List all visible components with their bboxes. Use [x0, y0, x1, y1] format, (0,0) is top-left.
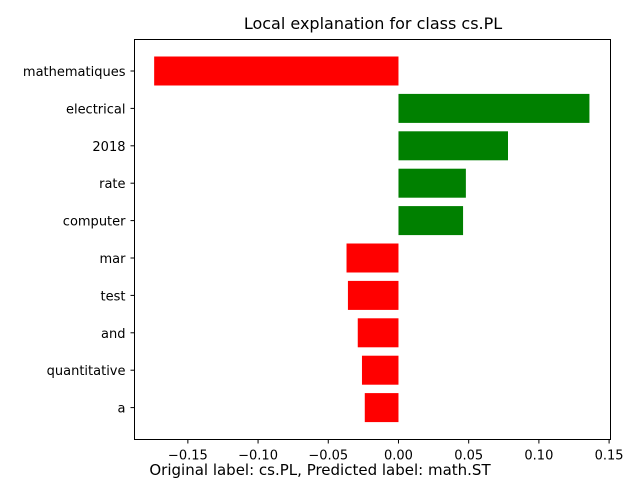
- y-tick-label: computer: [63, 215, 126, 230]
- bar-electrical: [398, 93, 590, 123]
- bar-rate: [398, 168, 466, 198]
- caption: Original label: cs.PL, Predicted label: …: [149, 461, 491, 479]
- y-tick-label: rate: [99, 177, 125, 192]
- x-tick-label: 0.00: [384, 449, 413, 464]
- y-tick-label: electrical: [66, 102, 126, 117]
- y-axis-ticks: mathematiques electrical 2018 rate computer m…: [23, 65, 135, 417]
- x-tick-label: 0.10: [524, 449, 553, 464]
- bar-2018: [398, 131, 508, 161]
- y-tick-label: mar: [100, 252, 127, 267]
- y-tick-label: a: [118, 402, 126, 417]
- x-tick-label: −0.10: [238, 449, 278, 464]
- x-tick-label: −0.05: [308, 449, 348, 464]
- bar-mar: [346, 243, 399, 273]
- y-tick-label: 2018: [92, 140, 125, 155]
- x-tick-label: 0.15: [595, 449, 624, 464]
- chart-title: Local explanation for class cs.PL: [244, 14, 502, 33]
- x-axis-ticks: −0.15 −0.10 −0.05 0.00 0.05 0.10 0.15: [168, 439, 624, 464]
- bar-mathematiques: [154, 56, 399, 86]
- bars-group: [154, 56, 590, 423]
- y-tick-label: quantitative: [47, 364, 126, 379]
- bar-a: [364, 393, 399, 423]
- bar-quantitative: [361, 355, 399, 385]
- bar-and: [357, 318, 399, 348]
- x-tick-label: 0.05: [454, 449, 483, 464]
- plot-frame: [134, 39, 611, 440]
- x-tick-label: −0.15: [168, 449, 208, 464]
- y-tick-label: and: [101, 327, 125, 342]
- y-tick-label: mathematiques: [23, 65, 126, 80]
- bar-computer: [398, 206, 464, 236]
- bar-test: [347, 280, 399, 310]
- y-tick-label: test: [101, 289, 126, 304]
